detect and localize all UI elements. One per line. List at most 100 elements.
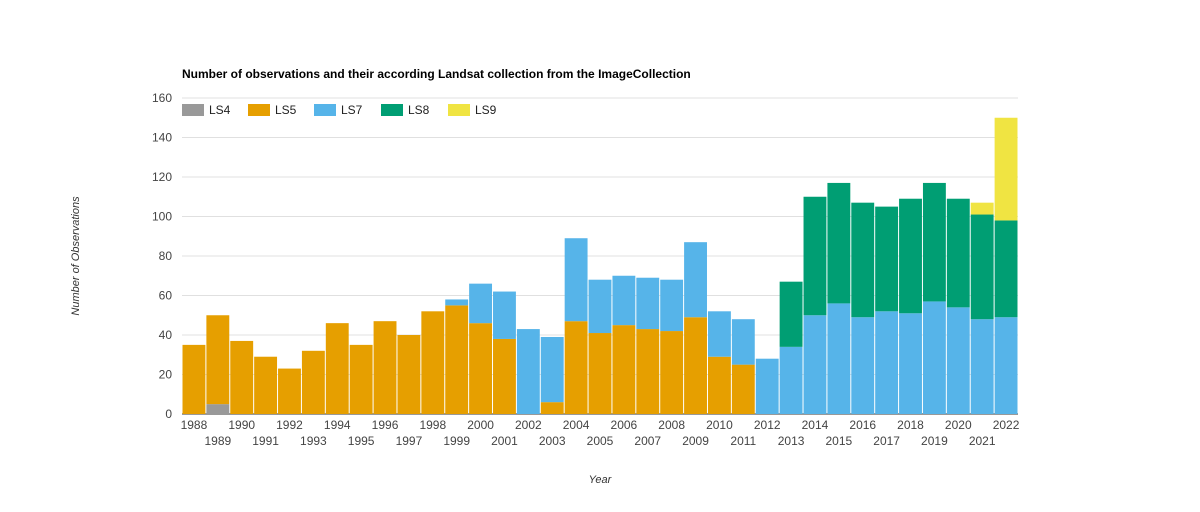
bar-ls8-2022 [994,220,1018,318]
legend-item-ls7[interactable]: LS7 [314,103,363,117]
x-tick-label: 1989 [204,434,231,448]
bar-ls5-2009 [684,317,707,414]
bar-ls7-2019 [922,301,946,414]
bar-ls7-2018 [899,313,922,414]
x-tick-label: 2005 [587,434,614,448]
x-axis-title: Year [589,474,613,486]
x-tick-label: 1990 [228,418,255,432]
x-tick-label: 2022 [993,418,1020,432]
y-tick-label: 140 [152,131,172,145]
y-axis-ticks: 0 20 40 60 80 100 120 140 160 [152,91,172,421]
bar-ls7-2022 [994,317,1018,414]
legend-swatch [381,104,403,116]
y-tick-label: 100 [152,210,172,224]
x-tick-label: 2009 [682,434,709,448]
y-tick-label: 80 [159,249,173,263]
bar-ls5-1992 [278,368,301,414]
legend-item-ls5[interactable]: LS5 [248,103,297,117]
bar-ls5-2006 [612,325,636,414]
legend-label: LS7 [341,103,363,117]
x-tick-label: 1991 [252,434,279,448]
x-tick-label: 2004 [563,418,590,432]
bar-ls5-2008 [660,331,684,414]
x-tick-label: 1998 [419,418,446,432]
x-tick-label: 2000 [467,418,494,432]
bar-ls4-1989 [206,404,230,414]
bar-ls7-2003 [540,336,564,403]
x-tick-label: 2002 [515,418,542,432]
x-tick-label: 1997 [396,434,423,448]
bar-ls8-2020 [946,198,970,308]
y-tick-label: 40 [159,328,173,342]
x-tick-label: 2015 [826,434,853,448]
bar-ls5-1990 [230,340,254,414]
legend-label: LS5 [275,103,297,117]
bar-ls5-1989 [206,315,230,405]
x-tick-label: 2007 [634,434,661,448]
legend-item-ls9[interactable]: LS9 [448,103,497,117]
bar-ls7-2009 [684,242,707,318]
x-tick-label: 1995 [348,434,375,448]
bar-ls7-2017 [875,311,899,414]
y-tick-label: 160 [152,91,172,105]
bar-ls5-2000 [469,323,493,414]
legend-label: LS9 [475,103,497,117]
legend-swatch [314,104,336,116]
y-tick-label: 120 [152,170,172,184]
bar-ls5-1997 [397,335,421,414]
bar-ls7-2002 [516,329,540,414]
bar-ls7-2010 [707,311,731,357]
bar-ls5-2004 [564,321,588,414]
x-tick-label: 1999 [443,434,470,448]
bar-ls8-2013 [779,281,803,347]
bar-ls5-2011 [731,364,755,414]
legend-item-ls4[interactable]: LS4 [182,103,231,117]
x-tick-label: 1992 [276,418,303,432]
x-tick-label: 2001 [491,434,518,448]
bar-ls9-2021 [970,202,994,215]
bar-ls5-2003 [540,402,564,414]
legend-label: LS8 [408,103,430,117]
bar-ls5-1994 [325,323,349,414]
bar-ls7-2005 [588,279,612,334]
bar-ls7-2015 [827,303,851,414]
y-tick-label: 20 [159,368,173,382]
bar-ls7-2011 [731,319,755,365]
bar-ls8-2019 [922,182,946,302]
x-tick-label: 2021 [969,434,996,448]
bar-ls7-2016 [851,317,875,414]
x-tick-label: 2018 [897,418,924,432]
bar-ls7-2021 [970,319,994,414]
bar-ls5-2010 [707,356,731,414]
bar-ls7-2012 [755,358,779,414]
x-tick-label: 2008 [658,418,685,432]
bar-ls7-2014 [803,315,827,414]
x-tick-label: 2003 [539,434,566,448]
bar-ls5-1999 [445,305,469,414]
x-tick-label: 2010 [706,418,733,432]
legend-swatch [182,104,204,116]
bar-ls5-1993 [301,350,325,414]
bar-ls7-2020 [946,307,970,414]
legend-item-ls8[interactable]: LS8 [381,103,430,117]
legend-swatch [248,104,270,116]
bar-ls5-1996 [373,321,397,414]
x-axis-ticks: 1988 1989 1990 1991 1992 1993 1994 1995 1996 1997… [181,418,1020,448]
bar-ls8-2014 [803,196,827,316]
bar-ls8-2016 [851,202,875,318]
bar-ls5-2005 [588,333,612,414]
bar-ls7-2008 [660,279,684,332]
bar-ls8-2018 [899,198,922,314]
x-tick-label: 1993 [300,434,327,448]
bar-ls7-2004 [564,238,588,322]
x-tick-label: 2012 [754,418,781,432]
y-tick-label: 0 [165,407,172,421]
x-tick-label: 2019 [921,434,948,448]
bar-ls8-2015 [827,182,851,304]
bar-ls9-2022 [994,117,1018,221]
bar-ls5-1988 [182,344,206,414]
legend: LS4 LS5 LS7 LS8 LS9 [182,103,497,117]
bar-ls7-2006 [612,275,636,326]
x-tick-label: 2016 [849,418,876,432]
